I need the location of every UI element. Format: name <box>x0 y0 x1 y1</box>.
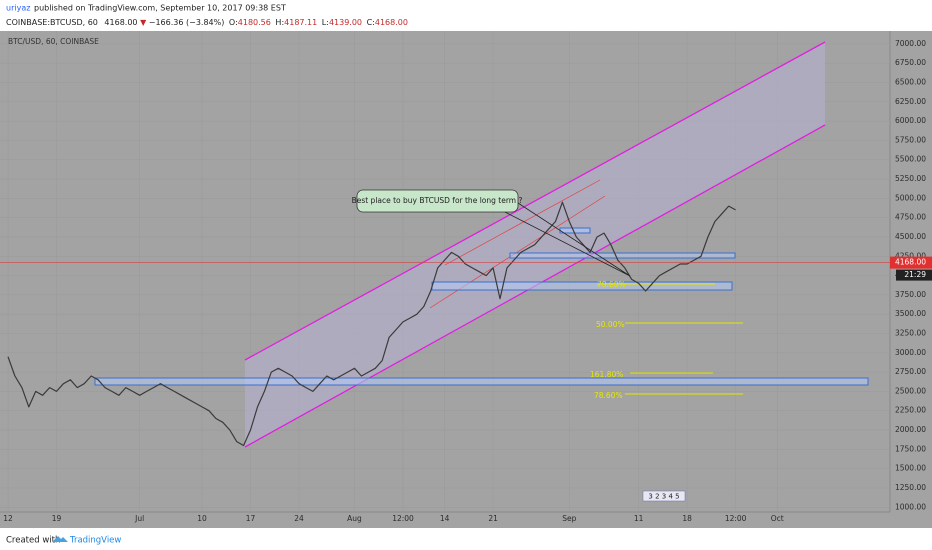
high: 4187.11 <box>284 18 317 27</box>
y-tick-label: 6250.00 <box>895 97 926 106</box>
support-zone <box>559 227 591 234</box>
y-tick-label: 3250.00 <box>895 329 926 338</box>
high-label: H: <box>275 18 284 27</box>
x-tick-label: 12:00 <box>392 514 414 523</box>
channel-line <box>244 41 826 361</box>
x-tick-label: 18 <box>682 514 692 523</box>
x-tick-label: Oct <box>771 514 784 523</box>
fib-label: 78.60% <box>594 391 623 400</box>
change: −166.36 (−3.84%) <box>149 18 225 27</box>
y-tick-label: 5250.00 <box>895 174 926 183</box>
y-tick-label: 1500.00 <box>895 464 926 473</box>
y-tick-label: 2250.00 <box>895 406 926 415</box>
x-tick-label: 24 <box>294 514 304 523</box>
close-label: C: <box>367 18 375 27</box>
support-zone <box>431 281 733 291</box>
symbol: COINBASE:BTCUSD, 60 <box>6 18 98 27</box>
support-zone <box>509 252 736 259</box>
countdown: 21:29 <box>904 270 926 279</box>
y-tick-label: 7000.00 <box>895 39 926 48</box>
brand: TradingView <box>69 536 121 546</box>
x-tick-label: Sep <box>562 514 576 523</box>
chart-legend: BTC/USD, 60, COINBASE <box>8 37 99 46</box>
fib-label: 50.00% <box>596 320 625 329</box>
countdown-box <box>896 269 932 281</box>
x-tick-label: 17 <box>246 514 256 523</box>
y-tick-label: 3750.00 <box>895 290 926 299</box>
bar-counter: 3 2 3 4 5 <box>648 493 679 501</box>
y-tick-label: 5000.00 <box>895 193 926 202</box>
x-tick-label: 12 <box>3 514 13 523</box>
fib-label: 161.80% <box>590 370 623 379</box>
close: 4168.00 <box>375 18 408 27</box>
y-tick-label: 5750.00 <box>895 135 926 144</box>
bar-counter-box <box>642 490 686 502</box>
y-tick-label: 3500.00 <box>895 309 926 318</box>
fib-label: 78.60% <box>597 280 626 289</box>
price-layer <box>0 201 890 447</box>
symbol-line: COINBASE:BTCUSD, 60 4168.00 ▼ −166.36 (−… <box>6 18 408 27</box>
y-tick-label: 6500.00 <box>895 77 926 86</box>
x-tick-label: 14 <box>440 514 450 523</box>
y-tick-label: 4500.00 <box>895 232 926 241</box>
y-tick-label: 1250.00 <box>895 483 926 492</box>
support-zone <box>94 377 869 386</box>
x-tick-label: 10 <box>197 514 207 523</box>
sub-channel-line <box>444 179 601 266</box>
y-tick-label: 2750.00 <box>895 367 926 376</box>
author: uriyaz <box>6 4 30 13</box>
y-tick-label: 4750.00 <box>895 213 926 222</box>
y-tick-label: 6000.00 <box>895 116 926 125</box>
created-with: Created with <box>6 536 60 546</box>
last-price-box <box>890 256 932 269</box>
y-tick-label: 5500.00 <box>895 155 926 164</box>
x-tick-label: 19 <box>52 514 62 523</box>
logo <box>52 536 68 542</box>
y-tick-label: 2500.00 <box>895 386 926 395</box>
published: published on TradingView.com, September … <box>34 4 286 13</box>
y-tick-label: 3000.00 <box>895 348 926 357</box>
open-label: O: <box>229 18 238 27</box>
x-tick-label: Aug <box>347 514 362 523</box>
open: 4180.56 <box>238 18 271 27</box>
arrow: ▼ <box>140 18 147 27</box>
grid <box>0 31 890 512</box>
x-tick-label: 21 <box>488 514 498 523</box>
price-line <box>7 201 736 447</box>
callout-box <box>356 189 519 213</box>
y-tick-label: 4250.00 <box>895 251 926 260</box>
low-label: L: <box>322 18 329 27</box>
y-tick-label: 1000.00 <box>895 502 926 511</box>
y-tick-label: 1750.00 <box>895 444 926 453</box>
x-tick-label: 12:00 <box>725 514 747 523</box>
x-tick-label: 11 <box>634 514 644 523</box>
low: 4139.00 <box>329 18 362 27</box>
callout-text: Best place to buy BTCUSD for the long te… <box>352 196 523 205</box>
y-tick-label: 6750.00 <box>895 58 926 67</box>
last-price-label: 4168.00 <box>895 258 926 267</box>
price: 4168.00 <box>104 18 137 27</box>
y-tick-label: 2000.00 <box>895 425 926 434</box>
x-tick-label: Jul <box>134 514 144 523</box>
